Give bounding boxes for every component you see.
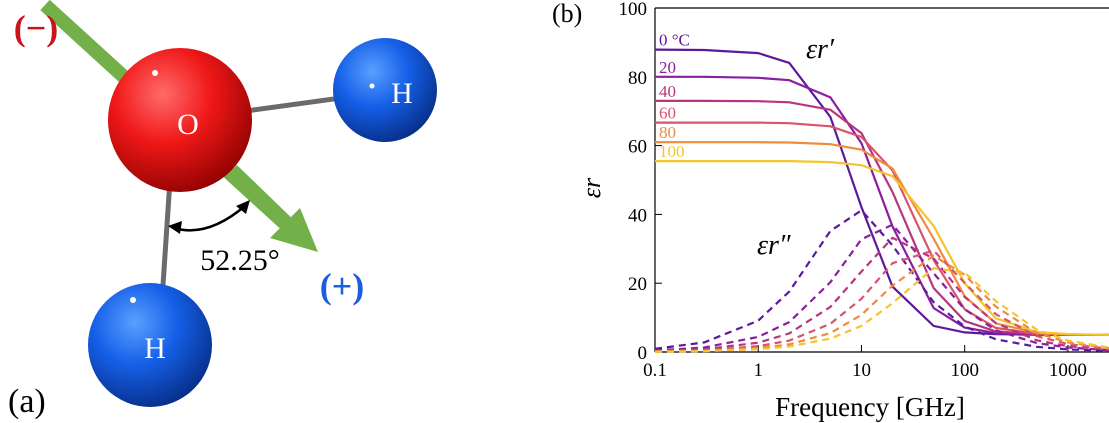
dashed-line bbox=[655, 251, 1109, 352]
atom-label: O bbox=[177, 108, 199, 141]
y-tick-label: 80 bbox=[628, 68, 647, 89]
x-tick-label: 0.1 bbox=[643, 360, 667, 381]
dipole-arrow bbox=[232, 170, 292, 228]
panel-label: (b) bbox=[552, 0, 582, 28]
annotation: εr″ bbox=[757, 230, 791, 261]
charge-label: (+) bbox=[320, 266, 365, 306]
atom-label: H bbox=[391, 77, 413, 110]
line bbox=[655, 123, 1109, 335]
annotation: εr′ bbox=[806, 34, 835, 65]
hydrogen-atom bbox=[333, 38, 437, 142]
series-label: 40 bbox=[659, 82, 676, 101]
line bbox=[655, 50, 1109, 335]
line bbox=[655, 161, 1109, 335]
series-label: 100 bbox=[659, 142, 685, 161]
x-tick-label: 10 bbox=[852, 360, 871, 381]
angle-arc bbox=[174, 205, 246, 230]
dashed-line bbox=[655, 210, 1109, 351]
y-tick-label: 100 bbox=[619, 0, 648, 20]
angle-label: 52.25° bbox=[200, 244, 280, 277]
charge-label: (−) bbox=[14, 8, 59, 48]
highlight bbox=[370, 84, 375, 89]
y-tick-label: 40 bbox=[628, 205, 647, 226]
panel-label: (a) bbox=[8, 383, 46, 420]
y-axis-label: εr bbox=[577, 177, 606, 198]
dashed-line bbox=[655, 268, 1109, 352]
x-tick-label: 1 bbox=[753, 360, 763, 381]
series-label: 80 bbox=[659, 123, 676, 142]
angle-arrow bbox=[168, 221, 182, 234]
series-label: 60 bbox=[659, 104, 676, 123]
series-label: 0 °C bbox=[659, 31, 690, 50]
series-label: 20 bbox=[659, 58, 676, 77]
x-tick-label: 100 bbox=[950, 360, 979, 381]
y-tick-label: 20 bbox=[628, 274, 647, 295]
x-tick-label: 1000 bbox=[1049, 360, 1087, 381]
figure: O H H (−) (+) 52.25° (a) (b) Frequency [… bbox=[0, 0, 1109, 423]
molecule: O H H (−) (+) 52.25° (a) bbox=[8, 5, 437, 420]
highlight bbox=[152, 70, 158, 76]
x-axis-label: Frequency [GHz] bbox=[775, 392, 965, 422]
line bbox=[655, 101, 1109, 335]
y-tick-label: 60 bbox=[628, 137, 647, 158]
highlight bbox=[130, 297, 136, 303]
atom-label: H bbox=[144, 332, 166, 365]
